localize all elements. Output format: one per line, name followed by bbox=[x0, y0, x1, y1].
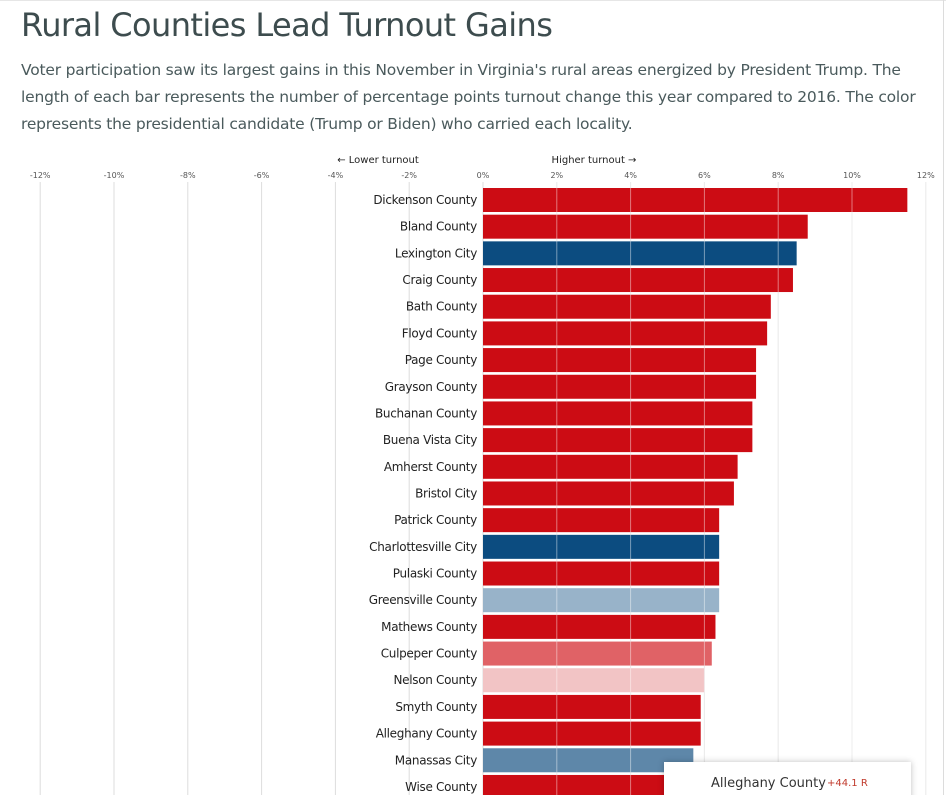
bar-label: Lexington City bbox=[395, 246, 477, 260]
top-divider bbox=[0, 0, 946, 1]
bar-label: Culpeper County bbox=[381, 647, 478, 661]
bar-label: Buena Vista City bbox=[383, 433, 477, 447]
bar[interactable] bbox=[483, 694, 701, 719]
bar-label: Amherst County bbox=[384, 460, 477, 474]
x-tick-label: -8% bbox=[180, 171, 196, 180]
bar-label: Page County bbox=[405, 353, 478, 367]
x-tick-label: -4% bbox=[328, 171, 344, 180]
bar[interactable] bbox=[483, 641, 712, 666]
chart-subtitle: Voter participation saw its largest gain… bbox=[21, 61, 916, 133]
bar-label: Manassas City bbox=[395, 753, 477, 767]
bar-label: Charlottesville City bbox=[369, 540, 477, 554]
bar[interactable] bbox=[483, 668, 705, 693]
x-tick-label: -2% bbox=[401, 171, 417, 180]
x-tick-label: 8% bbox=[772, 171, 785, 180]
x-tick-label: -10% bbox=[104, 171, 125, 180]
bar-label: Nelson County bbox=[393, 673, 477, 687]
bar[interactable] bbox=[483, 721, 701, 746]
x-axis-ticks: -12% -10% -8% -6% -4% -2% 0% 2% 4% 6% 8% 10% 12% bbox=[30, 171, 935, 180]
bar[interactable] bbox=[483, 321, 768, 346]
bar[interactable] bbox=[483, 294, 771, 319]
bar-label: Wise County bbox=[405, 780, 477, 794]
x-tick-label: 6% bbox=[698, 171, 711, 180]
bar-label: Craig County bbox=[402, 273, 477, 287]
bar[interactable] bbox=[483, 481, 734, 506]
bar-label: Dickenson County bbox=[373, 193, 477, 207]
lower-turnout-label: ← Lower turnout bbox=[337, 155, 419, 166]
row-labels: Dickenson County Bland County Lexington Ci… bbox=[369, 193, 478, 794]
bar[interactable] bbox=[483, 508, 720, 533]
bar-label: Mathews County bbox=[381, 620, 477, 634]
bar-label: Bristol City bbox=[415, 486, 477, 500]
gridlines-overlay bbox=[556, 182, 927, 795]
bar[interactable] bbox=[483, 454, 738, 479]
bar[interactable] bbox=[483, 268, 793, 293]
bar-label: Floyd County bbox=[402, 326, 477, 340]
bar-label: Bath County bbox=[406, 300, 477, 314]
bar[interactable] bbox=[483, 614, 716, 639]
scrollbar-edge bbox=[943, 0, 944, 795]
bar[interactable] bbox=[483, 534, 720, 559]
tooltip-locality: Alleghany County bbox=[711, 776, 826, 791]
bar-label: Buchanan County bbox=[375, 406, 477, 420]
bars bbox=[483, 188, 908, 795]
tooltip-margin: +44.1 R bbox=[827, 778, 868, 789]
hover-tooltip: Alleghany County +44.1 R bbox=[664, 762, 911, 795]
x-tick-label: -6% bbox=[254, 171, 270, 180]
bar[interactable] bbox=[483, 214, 808, 239]
bar[interactable] bbox=[483, 428, 753, 453]
bar[interactable] bbox=[483, 188, 908, 212]
bar[interactable] bbox=[483, 561, 720, 586]
bar-label: Alleghany County bbox=[376, 727, 477, 741]
x-tick-label: 10% bbox=[843, 171, 861, 180]
bar-label: Patrick County bbox=[394, 513, 477, 527]
x-tick-label: 2% bbox=[550, 171, 563, 180]
chart-title: Rural Counties Lead Turnout Gains bbox=[21, 6, 553, 44]
bar[interactable] bbox=[483, 588, 720, 613]
bar[interactable] bbox=[483, 348, 757, 373]
bar[interactable] bbox=[483, 748, 694, 773]
bar[interactable] bbox=[483, 374, 757, 399]
x-tick-label: 12% bbox=[917, 171, 935, 180]
bar-label: Bland County bbox=[400, 220, 477, 234]
bar-label: Grayson County bbox=[385, 380, 477, 394]
x-tick-label: -12% bbox=[30, 171, 51, 180]
bar[interactable] bbox=[483, 401, 753, 426]
x-tick-label: 4% bbox=[624, 171, 637, 180]
higher-turnout-label: Higher turnout → bbox=[552, 155, 637, 166]
bar[interactable] bbox=[483, 241, 797, 266]
bar-label: Greensville County bbox=[369, 593, 477, 607]
bar-label: Pulaski County bbox=[393, 567, 477, 581]
x-tick-label: 0% bbox=[477, 171, 490, 180]
bar-label: Smyth County bbox=[395, 700, 477, 714]
bar[interactable] bbox=[483, 774, 690, 795]
